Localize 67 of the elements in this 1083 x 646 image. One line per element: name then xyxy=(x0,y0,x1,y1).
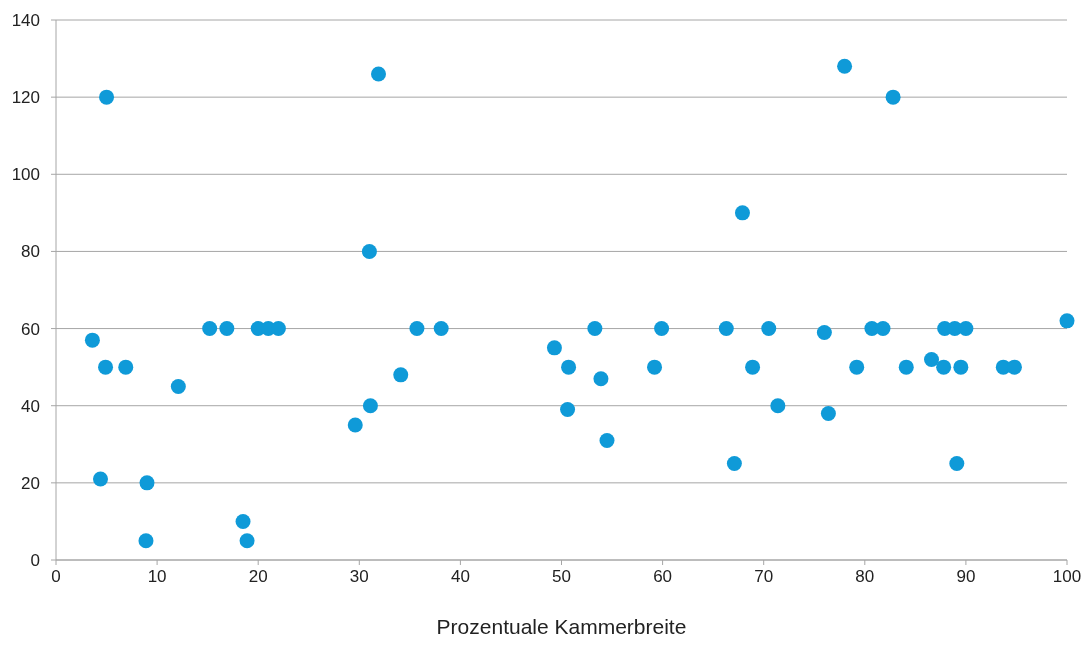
y-tick-label: 0 xyxy=(30,550,40,570)
point xyxy=(849,359,865,375)
x-tick-label: 100 xyxy=(1052,567,1082,586)
point xyxy=(362,398,378,414)
x-tick-label: 80 xyxy=(855,567,875,586)
point xyxy=(433,321,449,337)
point xyxy=(92,471,108,487)
point xyxy=(409,321,425,337)
point xyxy=(170,378,186,394)
point xyxy=(393,367,409,383)
point xyxy=(1006,359,1022,375)
point xyxy=(118,359,134,375)
x-tick-label: 40 xyxy=(450,567,470,586)
x-tick-label: 20 xyxy=(248,567,268,586)
y-tick-label: 40 xyxy=(21,396,40,416)
point xyxy=(239,533,255,549)
point xyxy=(816,324,832,340)
point xyxy=(953,359,969,375)
point xyxy=(99,89,115,105)
point xyxy=(647,359,663,375)
point xyxy=(726,456,742,472)
point xyxy=(202,321,218,337)
y-tick-label: 140 xyxy=(11,10,40,30)
point xyxy=(745,359,761,375)
point xyxy=(371,66,387,82)
point xyxy=(654,321,670,337)
point xyxy=(770,398,786,414)
x-tick-label: 10 xyxy=(147,567,167,586)
point xyxy=(820,405,836,421)
point xyxy=(761,321,777,337)
point xyxy=(98,359,114,375)
x-tick-label: 0 xyxy=(51,567,61,586)
point xyxy=(1059,313,1075,329)
x-tick-label: 30 xyxy=(349,567,369,586)
x-axis-title: Prozentuale Kammerbreite xyxy=(436,615,687,638)
x-tick-label: 70 xyxy=(754,567,774,586)
point xyxy=(949,456,965,472)
y-tick-label: 20 xyxy=(21,473,40,493)
y-tick-label: 100 xyxy=(11,165,40,185)
point xyxy=(587,321,603,337)
point xyxy=(235,513,251,529)
point xyxy=(561,359,577,375)
point xyxy=(958,321,974,337)
point xyxy=(560,402,576,418)
point xyxy=(84,332,100,348)
point xyxy=(546,340,562,356)
point xyxy=(936,359,952,375)
x-tick-label: 50 xyxy=(552,567,571,586)
point xyxy=(361,243,377,259)
point xyxy=(924,351,940,367)
point xyxy=(599,432,615,448)
point xyxy=(219,321,235,337)
point xyxy=(347,417,363,433)
point xyxy=(138,533,154,549)
point xyxy=(837,58,853,74)
point xyxy=(139,475,155,491)
point xyxy=(593,371,609,387)
y-tick-label: 60 xyxy=(21,319,40,339)
point xyxy=(734,205,750,221)
y-tick-label: 120 xyxy=(11,88,40,108)
point xyxy=(875,321,891,337)
point xyxy=(885,89,901,105)
point xyxy=(718,321,734,337)
x-tick-label: 90 xyxy=(956,567,976,586)
y-tick-label: 80 xyxy=(21,242,40,262)
point xyxy=(898,359,914,375)
x-tick-label: 60 xyxy=(653,567,673,586)
